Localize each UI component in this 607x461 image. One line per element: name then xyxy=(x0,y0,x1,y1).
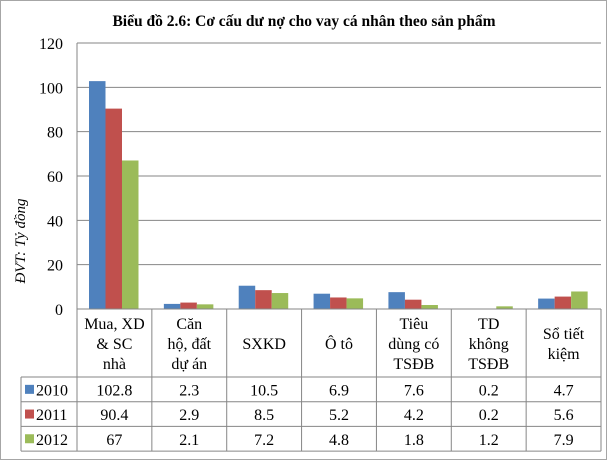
y-tick-label: 120 xyxy=(39,36,63,53)
category-label: Mua, XD xyxy=(84,316,144,333)
category-label: & SC xyxy=(96,336,132,353)
bar-2012 xyxy=(571,291,588,309)
data-table-value: 7.9 xyxy=(554,432,574,449)
category-label: Ô tô xyxy=(325,334,353,353)
data-table-value: 7.2 xyxy=(254,432,274,449)
category-label: Căn xyxy=(176,316,202,333)
category-label: SXKD xyxy=(242,336,286,353)
data-table-value: 4.2 xyxy=(404,407,424,424)
bar-2011 xyxy=(555,297,572,309)
bar-2012 xyxy=(197,304,214,309)
y-tick-label: 60 xyxy=(47,169,63,186)
category-label: Tiêu xyxy=(399,316,428,333)
bar-2010 xyxy=(388,292,405,309)
y-tick-label: 100 xyxy=(39,80,63,97)
data-table-value: 1.8 xyxy=(404,432,424,449)
legend-key-2010 xyxy=(25,385,34,394)
y-tick-label: 0 xyxy=(55,302,63,319)
category-label: dự án xyxy=(171,356,207,373)
data-table-value: 0.2 xyxy=(479,407,499,424)
bar-2010 xyxy=(239,286,256,309)
bar-2010 xyxy=(314,294,331,309)
bar-2011 xyxy=(106,109,123,309)
legend-label: 2011 xyxy=(36,407,67,424)
data-table-value: 2.3 xyxy=(179,382,199,399)
bar-2012 xyxy=(347,298,364,309)
data-table-value: 1.2 xyxy=(479,432,499,449)
category-label: Sổ tiết xyxy=(543,326,585,343)
y-tick-label: 80 xyxy=(47,125,63,142)
data-table-value: 6.9 xyxy=(329,382,349,399)
bar-2010 xyxy=(89,81,106,309)
bar-2011 xyxy=(405,300,422,309)
bar-2011 xyxy=(330,297,347,309)
data-table-value: 4.7 xyxy=(554,382,574,399)
legend-label: 2010 xyxy=(36,382,68,399)
legend-key-2011 xyxy=(25,410,34,419)
bar-2011 xyxy=(255,290,272,309)
data-table-value: 102.8 xyxy=(96,382,132,399)
data-table-value: 0.2 xyxy=(479,382,499,399)
data-table-value: 2.1 xyxy=(179,432,199,449)
category-label: hộ, đất xyxy=(168,336,212,353)
data-table-value: 8.5 xyxy=(254,407,274,424)
legend-key-2012 xyxy=(25,434,34,443)
y-tick-label: 40 xyxy=(47,213,63,230)
category-label: dùng có xyxy=(388,336,439,353)
bar-2012 xyxy=(122,160,139,309)
y-tick-label: 20 xyxy=(47,258,63,275)
y-axis-label: ĐVT: Tỷ đồng xyxy=(13,198,29,285)
bar-2010 xyxy=(538,299,555,309)
data-table-value: 67 xyxy=(106,432,122,449)
data-table-value: 5.6 xyxy=(554,407,574,424)
bar-2012 xyxy=(421,305,438,309)
data-table-value: 2.9 xyxy=(179,407,199,424)
legend-label: 2012 xyxy=(36,432,68,449)
data-table-value: 4.8 xyxy=(329,432,349,449)
category-label: nhà xyxy=(103,356,126,373)
category-label: kiệm xyxy=(548,346,581,363)
data-table-value: 90.4 xyxy=(100,407,128,424)
category-label: TSĐB xyxy=(468,356,509,373)
chart-title: Biểu đồ 2.6: Cơ cấu dư nợ cho vay cá nhâ… xyxy=(112,13,495,30)
data-table-value: 10.5 xyxy=(250,382,278,399)
bar-2012 xyxy=(272,293,289,309)
category-label: không xyxy=(469,336,509,353)
bar-2011 xyxy=(180,303,197,309)
category-label: TSĐB xyxy=(393,356,434,373)
data-table-value: 5.2 xyxy=(329,407,349,424)
bar-2010 xyxy=(164,304,181,309)
data-table-value: 7.6 xyxy=(404,382,424,399)
category-label: TD xyxy=(478,316,499,333)
